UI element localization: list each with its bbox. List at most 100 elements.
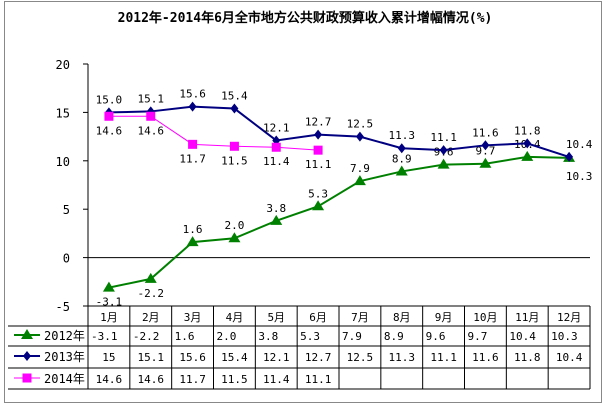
- data-label: 11.4: [263, 155, 290, 168]
- category-label: 4月: [226, 311, 244, 324]
- marker-triangle: [521, 150, 534, 161]
- data-label: 8.9: [392, 152, 412, 165]
- marker-diamond: [355, 131, 364, 142]
- data-label: 15.0: [96, 93, 123, 106]
- table-cell: 1.6: [175, 330, 195, 343]
- data-label: 11.1: [430, 131, 457, 144]
- data-label: 15.1: [138, 92, 165, 105]
- category-label: 5月: [267, 311, 285, 324]
- category-label: 6月: [309, 311, 327, 324]
- table-cell: 11.6: [472, 351, 499, 364]
- marker-triangle: [186, 236, 199, 247]
- table-cell: 15.4: [221, 351, 248, 364]
- table-cell: 11.5: [221, 373, 248, 386]
- marker-diamond: [565, 151, 574, 162]
- table-cell: 14.6: [96, 373, 123, 386]
- y-tick-label: 5: [63, 203, 70, 217]
- data-label: -3.1: [96, 296, 123, 309]
- marker-triangle: [479, 157, 492, 168]
- table-cell: 2.0: [217, 330, 237, 343]
- marker-square: [271, 142, 281, 152]
- marker-square: [188, 139, 198, 149]
- marker-diamond: [439, 145, 448, 156]
- data-label: 2.0: [224, 219, 244, 232]
- data-label: 10.4: [566, 138, 593, 151]
- category-label: 9月: [435, 311, 453, 324]
- y-tick-label: 0: [63, 252, 70, 266]
- table-cell: 5.3: [300, 330, 320, 343]
- marker-diamond: [523, 138, 532, 149]
- data-label: 3.8: [266, 202, 286, 215]
- table-cell: 9.6: [426, 330, 446, 343]
- marker-square: [104, 111, 114, 121]
- marker-triangle: [395, 165, 408, 176]
- legend-label: 2014年: [44, 372, 85, 386]
- table-cell: 14.6: [138, 373, 165, 386]
- data-label: 11.1: [305, 158, 332, 171]
- table-cell: 10.4: [556, 351, 583, 364]
- marker-diamond: [23, 351, 31, 361]
- marker-diamond: [188, 101, 197, 112]
- y-tick-label: 15: [56, 106, 70, 120]
- data-label: 10.3: [566, 170, 593, 183]
- data-label: 11.6: [472, 126, 499, 139]
- data-label: 11.3: [389, 129, 416, 142]
- category-label: 2月: [142, 311, 160, 324]
- table-cell: 11.3: [389, 351, 416, 364]
- data-label: 12.5: [347, 118, 374, 131]
- table-cell: 12.5: [347, 351, 374, 364]
- marker-triangle: [102, 281, 115, 292]
- marker-triangle: [353, 175, 366, 186]
- table-cell: 9.7: [468, 330, 488, 343]
- marker-square: [313, 145, 323, 155]
- table-cell: 11.8: [514, 351, 541, 364]
- data-label: 12.7: [305, 116, 332, 129]
- table-cell: -3.1: [91, 330, 118, 343]
- y-tick-label: 10: [56, 155, 70, 169]
- legend-label: 2012年: [44, 329, 85, 343]
- table-cell: 8.9: [384, 330, 404, 343]
- table-cell: 15: [102, 351, 115, 364]
- data-label: 14.6: [138, 124, 165, 137]
- y-tick-label: -5: [56, 300, 70, 314]
- series-line-2012年: [108, 155, 570, 289]
- table-cell: 10.4: [509, 330, 536, 343]
- marker-triangle: [270, 214, 283, 225]
- chart-border: [4, 1, 602, 403]
- category-label: 3月: [184, 311, 202, 324]
- data-label: 1.6: [183, 223, 203, 236]
- data-label: 11.7: [179, 152, 206, 165]
- marker-diamond: [481, 140, 490, 151]
- marker-triangle: [437, 158, 450, 169]
- data-label: 15.4: [221, 90, 248, 103]
- category-label: 1月: [100, 311, 118, 324]
- marker-square: [229, 141, 239, 151]
- table-cell: 11.7: [179, 373, 206, 386]
- data-label: 9.7: [475, 145, 495, 158]
- marker-diamond: [397, 143, 406, 154]
- table-cell: 15.6: [179, 351, 206, 364]
- marker-diamond: [230, 103, 239, 114]
- marker-triangle: [312, 200, 325, 211]
- data-label: 12.1: [263, 121, 290, 134]
- category-label: 12月: [557, 311, 581, 324]
- table-cell: -2.2: [133, 330, 160, 343]
- category-label: 11月: [515, 311, 539, 324]
- data-label: 11.8: [514, 124, 541, 137]
- table-cell: 11.1: [430, 351, 457, 364]
- data-label: 5.3: [308, 187, 328, 200]
- data-label: 14.6: [96, 124, 123, 137]
- data-label: 15.6: [179, 88, 206, 101]
- marker-triangle: [144, 272, 157, 283]
- table-cell: 7.9: [342, 330, 362, 343]
- marker-diamond: [314, 129, 323, 140]
- y-tick-label: 20: [56, 58, 70, 72]
- marker-square: [22, 373, 32, 383]
- category-label: 8月: [393, 311, 411, 324]
- table-cell: 11.4: [263, 373, 290, 386]
- table-cell: 11.1: [305, 373, 332, 386]
- legend-label: 2013年: [44, 350, 85, 364]
- table-cell: 12.1: [263, 351, 290, 364]
- table-cell: 12.7: [305, 351, 332, 364]
